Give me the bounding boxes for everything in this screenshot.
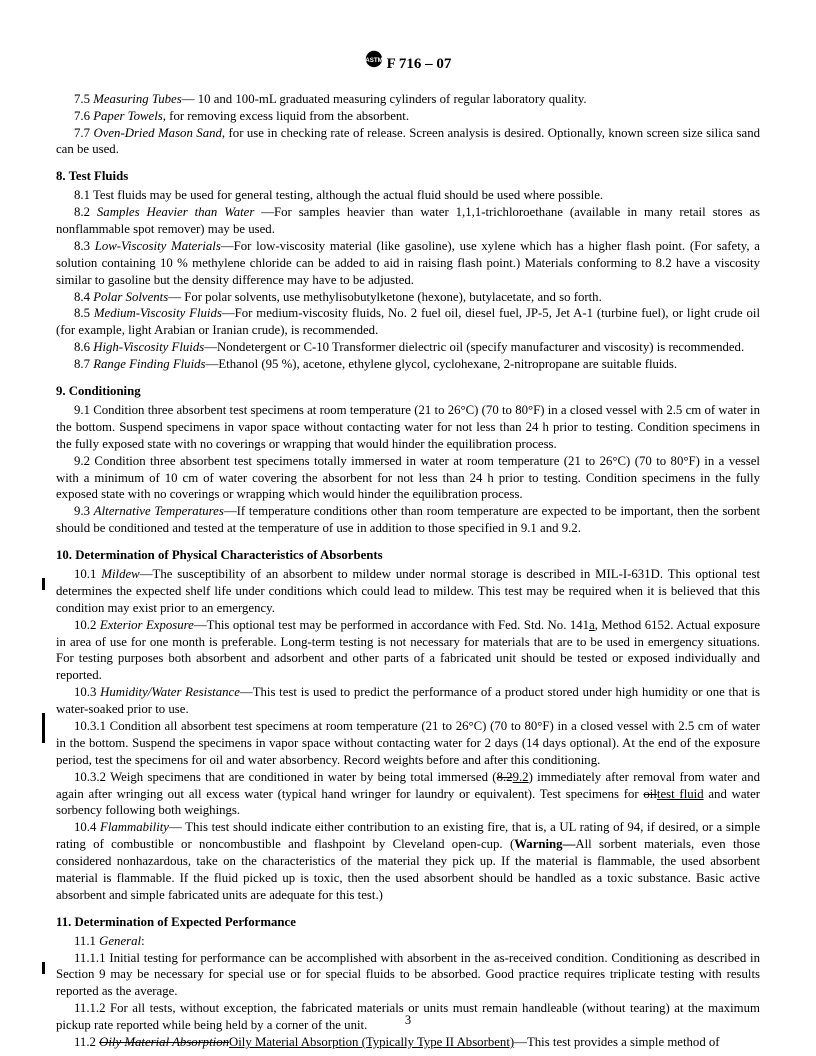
p-8-2: 8.2 Samples Heavier than Water —For samp…: [56, 204, 760, 238]
p-9-2: 9.2 Condition three absorbent test speci…: [56, 453, 760, 504]
p-8-6: 8.6 High-Viscosity Fluids—Nondetergent o…: [56, 339, 760, 356]
p-9-1: 9.1 Condition three absorbent test speci…: [56, 402, 760, 453]
p-10-4: 10.4 Flammability— This test should indi…: [56, 819, 760, 903]
change-bar-icon: [42, 578, 45, 590]
svg-text:ASTM: ASTM: [365, 57, 383, 64]
astm-logo-icon: ASTM: [365, 50, 383, 75]
s-8-head: 8. Test Fluids: [56, 168, 760, 185]
p-10-3-2: 10.3.2 Weigh specimens that are conditio…: [56, 769, 760, 820]
p-11-2: 11.2 Oily Material AbsorptionOily Materi…: [56, 1034, 760, 1051]
s-11-head: 11. Determination of Expected Performanc…: [56, 914, 760, 931]
p-8-4: 8.4 Polar Solvents— For polar solvents, …: [56, 289, 760, 306]
p-10-3-1: 10.3.1 Condition all absorbent test spec…: [56, 718, 760, 769]
p-8-1: 8.1 Test fluids may be used for general …: [56, 187, 760, 204]
p-10-2: 10.2 Exterior Exposure—This optional tes…: [56, 617, 760, 685]
s-9-head: 9. Conditioning: [56, 383, 760, 400]
p-7-6: 7.6 Paper Towels, for removing excess li…: [56, 108, 760, 125]
change-bar-icon: [42, 962, 45, 974]
s-10-head: 10. Determination of Physical Characteri…: [56, 547, 760, 564]
designation: F 716 – 07: [387, 56, 452, 72]
p-8-5: 8.5 Medium-Viscosity Fluids—For medium-v…: [56, 305, 760, 339]
p-10-3: 10.3 Humidity/Water Resistance—This test…: [56, 684, 760, 718]
p-8-7: 8.7 Range Finding Fluids—Ethanol (95 %),…: [56, 356, 760, 373]
p-8-3: 8.3 Low-Viscosity Materials—For low-visc…: [56, 238, 760, 289]
p-11-1: 11.1 General:: [56, 933, 760, 950]
p-9-3: 9.3 Alternative Temperatures—If temperat…: [56, 503, 760, 537]
p-7-5: 7.5 Measuring Tubes— 10 and 100-mL gradu…: [56, 91, 760, 108]
page: ASTM F 716 – 07 7.5 Measuring Tubes— 10 …: [0, 0, 816, 1056]
p-10-1: 10.1 Mildew—The susceptibility of an abs…: [56, 566, 760, 617]
change-bar-icon: [42, 713, 45, 743]
p-7-7: 7.7 Oven-Dried Mason Sand, for use in ch…: [56, 125, 760, 159]
doc-header: ASTM F 716 – 07: [56, 52, 760, 77]
p-11-1-1: 11.1.1 Initial testing for performance c…: [56, 950, 760, 1001]
page-number: 3: [0, 1012, 816, 1029]
